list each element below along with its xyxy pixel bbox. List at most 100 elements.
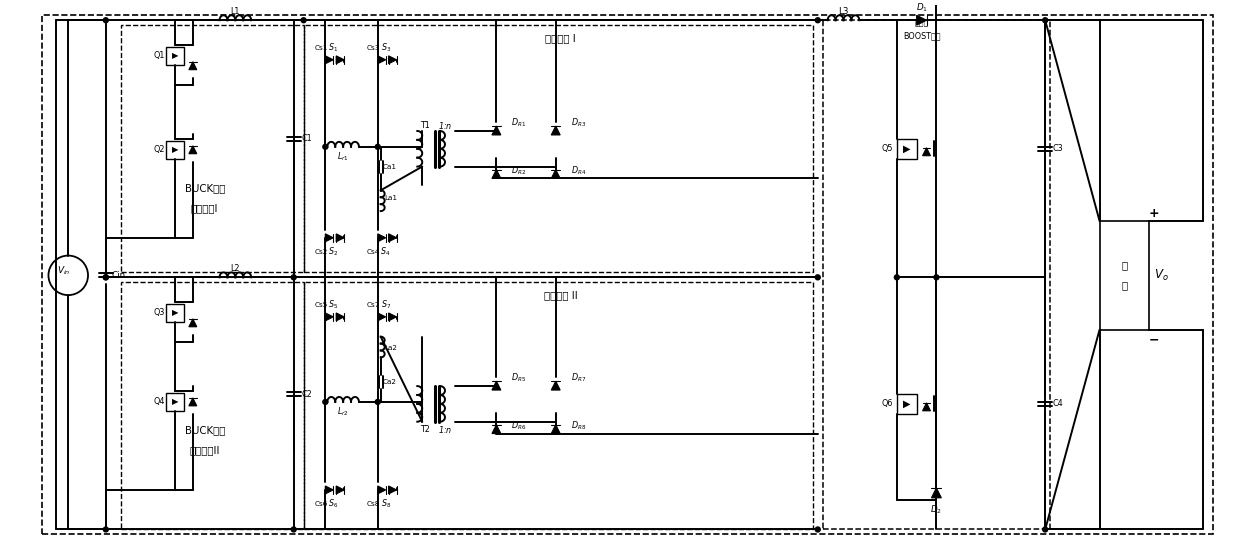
Text: 全桥电路 II: 全桥电路 II xyxy=(544,290,577,300)
Polygon shape xyxy=(492,169,501,178)
Text: Cs2: Cs2 xyxy=(315,249,328,255)
Bar xyxy=(1099,221,1149,330)
Text: $D_{R5}$: $D_{R5}$ xyxy=(512,372,527,384)
Circle shape xyxy=(815,527,820,532)
Text: $V_{in}$: $V_{in}$ xyxy=(57,264,71,277)
Text: ▶: ▶ xyxy=(172,51,178,60)
Circle shape xyxy=(1043,527,1048,532)
Circle shape xyxy=(103,275,108,280)
Circle shape xyxy=(291,527,296,532)
Polygon shape xyxy=(923,148,930,156)
Bar xyxy=(823,20,1051,530)
Text: La1: La1 xyxy=(384,195,396,201)
Text: BUCK释能: BUCK释能 xyxy=(185,183,225,193)
Text: $S_2$: $S_2$ xyxy=(328,245,338,258)
Text: ▶: ▶ xyxy=(903,144,911,154)
Text: 1:$n$: 1:$n$ xyxy=(437,119,452,131)
Text: Cs1: Cs1 xyxy=(315,45,328,51)
Text: $V_o$: $V_o$ xyxy=(1154,268,1168,283)
Polygon shape xyxy=(378,486,385,494)
Bar xyxy=(897,394,917,414)
Text: C3: C3 xyxy=(1053,144,1063,153)
Polygon shape xyxy=(389,234,396,242)
Text: +: + xyxy=(1149,207,1160,220)
Polygon shape xyxy=(326,234,333,242)
Text: $L_{r1}$: $L_{r1}$ xyxy=(337,150,349,163)
Polygon shape xyxy=(188,319,197,327)
Text: 负: 负 xyxy=(1121,261,1127,270)
Text: La2: La2 xyxy=(384,344,396,350)
Text: L3: L3 xyxy=(839,7,849,16)
Text: $D_{R1}$: $D_{R1}$ xyxy=(512,117,527,129)
Text: 载: 载 xyxy=(1121,280,1127,290)
Text: Q5: Q5 xyxy=(881,144,893,153)
Text: $S_1$: $S_1$ xyxy=(328,41,338,54)
Text: 复合电路I: 复合电路I xyxy=(191,203,218,213)
Bar xyxy=(166,393,183,411)
Circle shape xyxy=(103,18,108,23)
Text: $S_5$: $S_5$ xyxy=(328,299,338,311)
Circle shape xyxy=(103,275,108,280)
Text: L1: L1 xyxy=(230,7,240,16)
Text: $S_8$: $S_8$ xyxy=(380,498,390,510)
Circle shape xyxy=(291,275,296,280)
Text: $D_{R6}$: $D_{R6}$ xyxy=(512,420,527,432)
Polygon shape xyxy=(492,425,501,434)
Polygon shape xyxy=(551,425,560,434)
Text: C4: C4 xyxy=(1053,399,1063,408)
Polygon shape xyxy=(326,56,333,64)
Text: BOOST电路: BOOST电路 xyxy=(903,32,940,40)
Polygon shape xyxy=(326,486,333,494)
Polygon shape xyxy=(389,486,396,494)
Polygon shape xyxy=(336,56,344,64)
Text: ▶: ▶ xyxy=(172,308,178,317)
Text: ▶: ▶ xyxy=(172,397,178,407)
Circle shape xyxy=(815,18,820,23)
Polygon shape xyxy=(378,56,385,64)
Text: 全桥电路 I: 全桥电路 I xyxy=(545,33,576,43)
Circle shape xyxy=(934,275,939,280)
Text: Q2: Q2 xyxy=(154,146,165,154)
Polygon shape xyxy=(188,146,197,154)
Polygon shape xyxy=(551,169,560,178)
Text: Q1: Q1 xyxy=(154,51,165,60)
Text: C2: C2 xyxy=(301,390,312,398)
Text: Q6: Q6 xyxy=(881,399,892,408)
Polygon shape xyxy=(389,313,396,321)
Text: 1:$n$: 1:$n$ xyxy=(437,424,452,435)
Circle shape xyxy=(103,527,108,532)
Text: $S_6$: $S_6$ xyxy=(328,498,338,510)
Text: $S_3$: $S_3$ xyxy=(380,41,390,54)
Polygon shape xyxy=(917,15,927,25)
Text: T2: T2 xyxy=(420,425,430,434)
Text: $S_7$: $S_7$ xyxy=(380,299,390,311)
Text: ▶: ▶ xyxy=(172,146,178,154)
Text: 三电平: 三电平 xyxy=(914,19,929,28)
Text: $S_4$: $S_4$ xyxy=(380,245,390,258)
Circle shape xyxy=(323,399,328,404)
Circle shape xyxy=(375,144,380,149)
Text: L2: L2 xyxy=(230,264,240,273)
Text: $D_1$: $D_1$ xyxy=(916,1,928,14)
Circle shape xyxy=(323,144,328,149)
Polygon shape xyxy=(336,486,344,494)
Bar xyxy=(166,141,183,159)
Bar xyxy=(897,139,917,159)
Bar xyxy=(166,304,183,322)
Text: Cs6: Cs6 xyxy=(315,501,328,507)
Polygon shape xyxy=(336,313,344,321)
Text: Cs4: Cs4 xyxy=(367,249,380,255)
Polygon shape xyxy=(326,313,333,321)
Bar xyxy=(166,47,183,65)
Circle shape xyxy=(895,275,900,280)
Text: 复合电路II: 复合电路II xyxy=(190,445,221,456)
Polygon shape xyxy=(492,126,501,135)
Circle shape xyxy=(1043,18,1048,23)
Text: ▶: ▶ xyxy=(903,399,911,409)
Text: BUCK释能: BUCK释能 xyxy=(185,426,225,435)
Polygon shape xyxy=(389,56,396,64)
Text: Ca1: Ca1 xyxy=(383,164,396,169)
Bar xyxy=(304,25,813,272)
Text: $D_{R7}$: $D_{R7}$ xyxy=(570,372,586,384)
Text: $D_{R2}$: $D_{R2}$ xyxy=(512,164,527,177)
